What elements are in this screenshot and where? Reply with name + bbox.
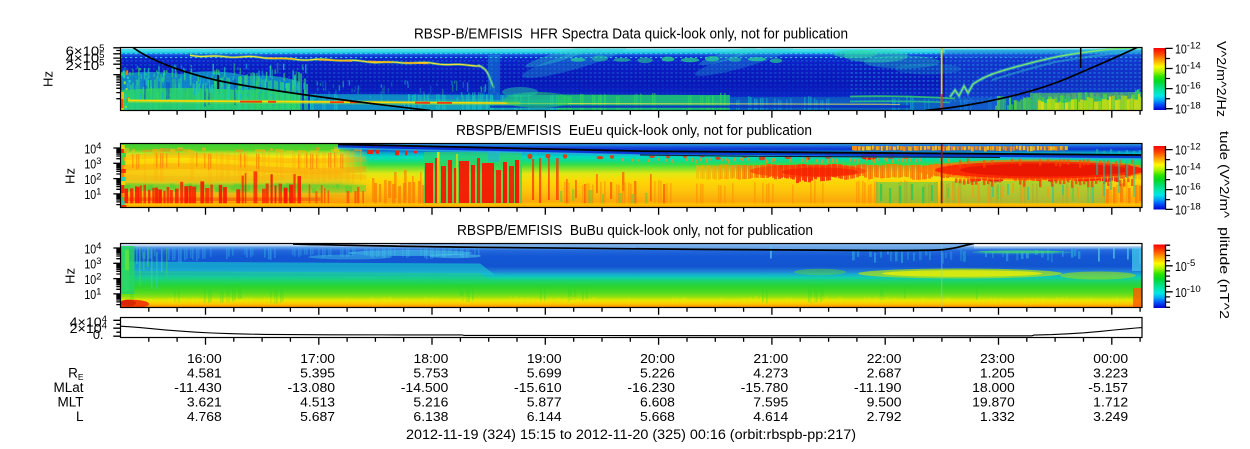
svg-text:RBSPB/EMFISIS EuEu quick-look: RBSPB/EMFISIS EuEu quick-look only, not … [456,122,812,139]
svg-text:10-12: 10-12 [1175,40,1201,56]
svg-text:4.614: 4.614 [753,409,788,424]
svg-text:10-16: 10-16 [1175,81,1201,97]
svg-text:19:00: 19:00 [527,351,562,366]
svg-text:2012-11-19 (324) 15:15 to 2012: 2012-11-19 (324) 15:15 to 2012-11-20 (32… [406,427,856,442]
svg-text:L: L [76,409,84,424]
svg-text:103: 103 [84,156,101,172]
svg-text:5.753: 5.753 [413,366,448,381]
svg-text:4.513: 4.513 [300,395,335,410]
svg-text:5.877: 5.877 [527,395,562,410]
svg-text:5.687: 5.687 [300,409,335,424]
svg-text:5.216: 5.216 [413,395,448,410]
svg-text:1.205: 1.205 [980,366,1015,381]
svg-text:10-12: 10-12 [1175,142,1201,158]
svg-text:plitude (nT^2: plitude (nT^2 [1217,227,1232,319]
svg-text:5.226: 5.226 [640,366,675,381]
svg-text:2×105: 2×105 [66,58,105,74]
svg-text:4.768: 4.768 [187,409,222,424]
svg-text:2.687: 2.687 [867,366,902,381]
svg-text:104: 104 [84,241,102,256]
svg-text:103: 103 [84,256,101,272]
svg-text:5.699: 5.699 [527,366,562,381]
svg-text:19.870: 19.870 [972,395,1015,410]
svg-text:3.223: 3.223 [1093,366,1128,381]
svg-text:V^2/m^2/Hz: V^2/m^2/Hz [1214,41,1229,117]
svg-text:MLT: MLT [58,395,84,410]
svg-text:102: 102 [84,171,101,187]
svg-text:-5.157: -5.157 [1088,380,1128,395]
svg-text:3.621: 3.621 [187,395,222,410]
svg-text:101: 101 [84,287,101,303]
svg-text:17:00: 17:00 [300,351,335,366]
svg-text:6×105: 6×105 [66,43,105,59]
svg-text:5.668: 5.668 [640,409,675,424]
svg-text:5.395: 5.395 [300,366,335,381]
svg-text:1.712: 1.712 [1093,395,1128,410]
svg-text:-15.780: -15.780 [741,380,789,395]
svg-text:1.332: 1.332 [980,409,1015,424]
svg-text:-11.430: -11.430 [174,380,222,395]
svg-text:tude (V^2/m^: tude (V^2/m^ [1217,131,1232,219]
svg-text:10-14: 10-14 [1175,61,1201,77]
svg-text:23:00: 23:00 [980,351,1015,366]
svg-text:6.608: 6.608 [640,395,675,410]
svg-text:9.500: 9.500 [867,395,902,410]
svg-text:4×105: 4×105 [66,50,105,66]
svg-text:Hz: Hz [63,168,78,184]
svg-text:10-16: 10-16 [1175,182,1201,198]
svg-text:20:00: 20:00 [640,351,675,366]
svg-text:00:00: 00:00 [1093,351,1128,366]
svg-text:22:00: 22:00 [867,351,902,366]
svg-text:10-14: 10-14 [1175,162,1201,178]
svg-text:4×104: 4×104 [70,314,108,330]
svg-text:-14.500: -14.500 [401,380,449,395]
svg-text:-15.610: -15.610 [514,380,562,395]
svg-text:10-18: 10-18 [1175,201,1201,217]
svg-text:2.792: 2.792 [867,409,902,424]
svg-text:7.595: 7.595 [753,395,788,410]
svg-text:-13.080: -13.080 [287,380,335,395]
svg-text:101: 101 [84,187,101,203]
svg-text:10-10: 10-10 [1175,284,1201,300]
svg-text:21:00: 21:00 [753,351,788,366]
svg-text:6.144: 6.144 [527,409,562,424]
svg-text:-16.230: -16.230 [627,380,675,395]
svg-text:18:00: 18:00 [414,351,449,366]
svg-text:102: 102 [84,271,101,287]
svg-text:10-18: 10-18 [1175,101,1201,117]
svg-text:6.138: 6.138 [413,409,448,424]
svg-text:Hz: Hz [41,71,56,87]
svg-text:0.: 0. [93,327,104,342]
svg-text:2×104: 2×104 [70,320,108,336]
svg-text:18.000: 18.000 [972,380,1015,395]
svg-text:MLat: MLat [53,380,83,395]
svg-text:3.249: 3.249 [1093,409,1128,424]
svg-text:Hz: Hz [63,268,78,284]
svg-text:4.273: 4.273 [753,366,788,381]
svg-text:104: 104 [84,141,102,157]
svg-text:4.581: 4.581 [187,366,222,381]
svg-text:-11.190: -11.190 [854,380,902,395]
svg-text:10-5: 10-5 [1175,258,1195,274]
svg-text:16:00: 16:00 [187,351,222,366]
svg-text:RBSP-B/EMFISIS HFR Spectra Da: RBSP-B/EMFISIS HFR Spectra Data quick-lo… [414,25,848,42]
svg-text:RBSPB/EMFISIS BuBu quick-look: RBSPB/EMFISIS BuBu quick-look only, not … [457,222,813,239]
